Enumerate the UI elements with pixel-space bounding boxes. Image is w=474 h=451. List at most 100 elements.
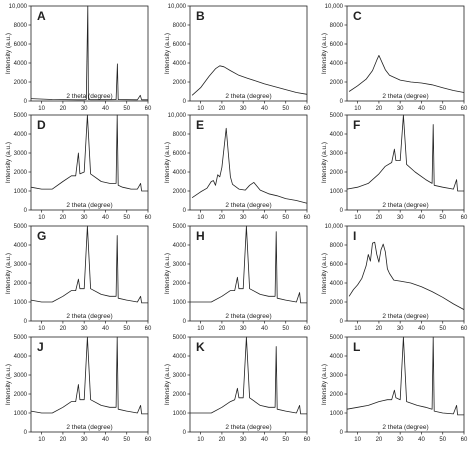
x-tick-label: 20 <box>60 106 67 112</box>
y-tick-label: 2000 <box>330 300 344 306</box>
x-tick-label: 10 <box>197 106 204 112</box>
y-axis-label: Intensity (a.u.) <box>164 142 171 183</box>
y-tick-label: 1000 <box>330 189 344 195</box>
x-tick-label: 60 <box>461 326 468 332</box>
plot-frame <box>30 5 149 102</box>
x-axis-label: 2 theta (degree) <box>66 93 112 100</box>
plot-frame <box>189 336 308 433</box>
y-tick-label: 5000 <box>173 335 187 341</box>
x-tick-label: 10 <box>354 106 361 112</box>
y-tick-label: 3000 <box>14 373 28 379</box>
xrd-pattern-line <box>191 127 308 204</box>
y-tick-label: 0 <box>24 430 28 436</box>
x-tick-label: 20 <box>60 215 67 221</box>
y-tick-label: 4000 <box>173 170 187 176</box>
x-axis-label: 2 theta (degree) <box>225 424 271 431</box>
x-tick-label: 20 <box>376 326 383 332</box>
xrd-pattern-line <box>346 336 464 416</box>
y-tick-label: 5000 <box>14 113 28 119</box>
y-tick-label: 0 <box>24 319 28 325</box>
plot-frame <box>30 225 149 322</box>
y-tick-label: 2000 <box>330 392 344 398</box>
x-tick-label: 20 <box>219 326 226 332</box>
y-axis-label: Intensity (a.u.) <box>321 364 328 405</box>
y-tick-label: 2000 <box>14 281 28 287</box>
plot-frame <box>346 114 465 211</box>
y-tick-label: 8000 <box>330 243 344 249</box>
y-tick-label: 2000 <box>173 281 187 287</box>
x-axis-label: 2 theta (degree) <box>382 202 428 209</box>
y-axis-label: Intensity (a.u.) <box>164 253 171 294</box>
plot-frame <box>346 5 465 102</box>
x-tick-label: 30 <box>240 437 247 443</box>
y-tick-label: 0 <box>183 319 187 325</box>
chart-panel-e: 10 20 30 40 50 60 0 2000 4000 6000 8000 10,000 2 the… <box>164 113 311 221</box>
x-tick-label: 30 <box>397 326 404 332</box>
y-axis-label: Intensity (a.u.) <box>164 364 171 405</box>
chart-panel-c: 10 20 30 40 50 60 0 2000 4000 6000 8000 10,000 2 the… <box>321 4 468 112</box>
y-tick-label: 3000 <box>330 151 344 157</box>
x-tick-label: 60 <box>145 437 152 443</box>
x-tick-label: 10 <box>38 326 45 332</box>
y-tick-label: 3000 <box>14 262 28 268</box>
xrd-pattern-line <box>348 55 465 93</box>
y-tick-label: 4000 <box>330 132 344 138</box>
xrd-pattern-line <box>30 5 148 101</box>
x-tick-label: 60 <box>145 106 152 112</box>
xrd-pattern-line <box>191 65 308 96</box>
xrd-pattern-line <box>346 114 464 192</box>
x-tick-label: 60 <box>461 215 468 221</box>
y-tick-label: 4000 <box>330 61 344 67</box>
panel-letter: F <box>353 118 360 132</box>
y-tick-label: 4000 <box>14 243 28 249</box>
x-tick-label: 60 <box>304 106 311 112</box>
panel-letter: A <box>37 9 46 23</box>
y-tick-label: 0 <box>340 99 344 105</box>
x-tick-label: 40 <box>102 215 109 221</box>
y-tick-label: 1000 <box>173 411 187 417</box>
panel-letter: H <box>196 229 205 243</box>
xrd-pattern-line <box>190 225 307 304</box>
x-tick-label: 40 <box>102 106 109 112</box>
x-tick-label: 50 <box>282 326 289 332</box>
x-tick-label: 50 <box>282 437 289 443</box>
y-tick-label: 8000 <box>173 132 187 138</box>
y-tick-label: 8000 <box>14 23 28 29</box>
y-axis-label: Intensity (a.u.) <box>5 364 12 405</box>
y-tick-label: 1000 <box>14 411 28 417</box>
y-tick-label: 1000 <box>14 300 28 306</box>
x-axis-label: 2 theta (degree) <box>225 313 271 320</box>
plot-frame <box>346 225 465 322</box>
plot-frame <box>346 336 465 433</box>
x-axis-label: 2 theta (degree) <box>382 313 428 320</box>
y-tick-label: 6000 <box>173 42 187 48</box>
y-tick-label: 3000 <box>173 373 187 379</box>
chart-panel-j: 10 20 30 40 50 60 0 1000 2000 3000 4000 5000 2 theta… <box>5 335 152 443</box>
plot-frame <box>189 5 308 102</box>
y-axis-label: Intensity (a.u.) <box>5 142 12 183</box>
x-tick-label: 50 <box>439 326 446 332</box>
x-axis-label: 2 theta (degree) <box>382 93 428 100</box>
x-tick-label: 50 <box>123 437 130 443</box>
chart-panel-i: 10 20 30 40 50 60 0 2000 4000 6000 8000 10,000 2 the… <box>321 224 468 332</box>
y-tick-label: 2000 <box>14 170 28 176</box>
y-tick-label: 6000 <box>14 42 28 48</box>
x-tick-label: 10 <box>197 437 204 443</box>
y-tick-label: 5000 <box>14 224 28 230</box>
x-tick-label: 50 <box>282 106 289 112</box>
panel-letter: K <box>196 340 205 354</box>
y-tick-label: 10,000 <box>9 4 28 10</box>
x-tick-label: 20 <box>60 437 67 443</box>
x-tick-label: 30 <box>240 326 247 332</box>
y-tick-label: 4000 <box>173 354 187 360</box>
x-tick-label: 10 <box>38 215 45 221</box>
chart-panel-a: 10 20 30 40 50 60 0 2000 4000 6000 8000 10,000 2 the… <box>5 4 152 112</box>
y-axis-label: Intensity (a.u.) <box>5 33 12 74</box>
plot-frame <box>30 336 149 433</box>
x-tick-label: 40 <box>418 437 425 443</box>
y-tick-label: 3000 <box>330 373 344 379</box>
y-tick-label: 10,000 <box>325 224 344 230</box>
x-tick-label: 60 <box>145 215 152 221</box>
y-tick-label: 2000 <box>14 392 28 398</box>
y-tick-label: 4000 <box>330 281 344 287</box>
